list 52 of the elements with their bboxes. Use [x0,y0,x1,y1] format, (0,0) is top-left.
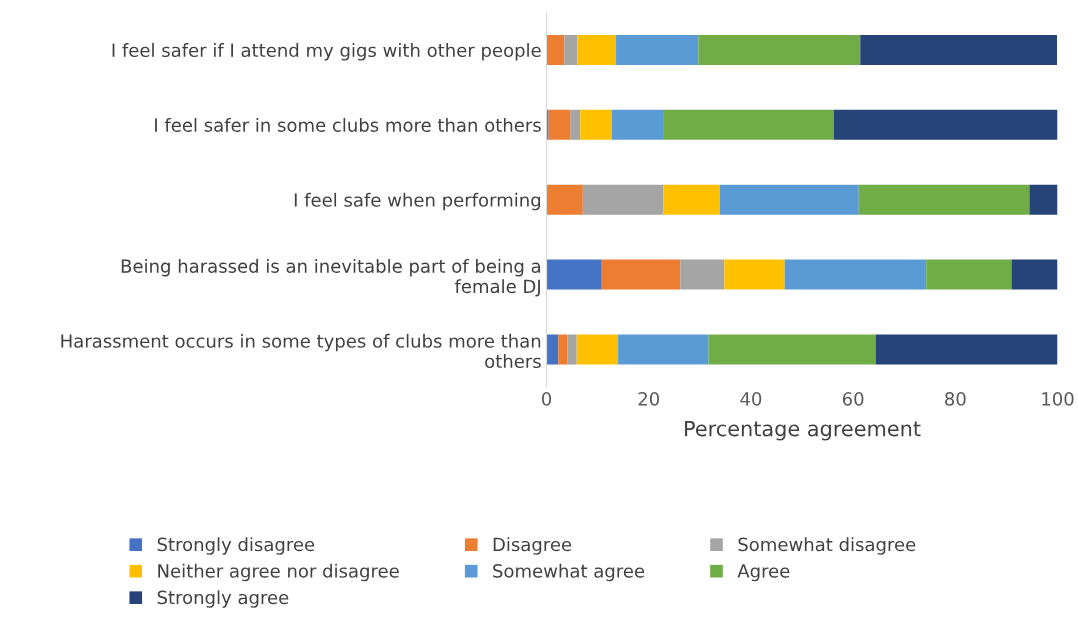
y-tick-label: Harassment occurs in some types of clubs more than others [61,333,541,369]
legend-label: Neither agree nor disagree [158,563,399,582]
bar [724,259,785,290]
y-tick-label: I feel safe when performing [294,192,541,211]
bar [611,109,664,140]
bar [1011,259,1058,290]
bar [875,334,1058,365]
bar [833,109,1058,140]
bar [548,109,571,140]
bar [546,259,602,290]
bar [564,34,578,65]
bar [1029,184,1058,215]
x-tick-label: 60 [842,392,864,406]
bar [558,334,568,365]
bar [663,109,834,140]
bar [860,34,1058,65]
bar [926,259,1012,290]
x-tick-label: 40 [740,392,762,406]
x-tick-label: 20 [638,392,660,406]
legend-label: Somewhat disagree [738,537,916,555]
legend-label: Agree [737,564,790,582]
bar [698,34,861,65]
bar [618,334,709,365]
bar [546,109,549,140]
x-tick-label: 0 [541,392,552,406]
y-tick-label: Being harassed is an inevitable part of being a female DJ [121,258,541,297]
bar [567,334,577,365]
legend-label: Strongly agree [157,590,289,608]
bar [580,109,612,140]
legend-label: Disagree [493,537,572,555]
bar [719,184,859,215]
x-tick-label: 80 [945,392,966,406]
legend-label: Somewhat agree [493,563,645,582]
bar [582,184,664,215]
x-axis-title: Percentage agreement [685,420,921,441]
y-tick-label: I feel safer in some clubs more than others [155,117,541,132]
bar [663,184,720,215]
bar [601,259,681,290]
legend-label: Strongly disagree [157,537,315,555]
bar [784,259,927,290]
y-tick-label: I feel safer if I attend my gigs with other people [112,43,541,61]
bar [546,34,565,65]
bar [570,109,581,140]
bar [546,184,583,215]
bar [577,34,617,65]
bar [576,334,619,365]
bar [546,334,559,365]
bar [680,259,725,290]
bar [858,184,1030,215]
bar [708,334,876,365]
x-tick-label: 100 [1042,392,1074,406]
bar [616,34,699,65]
